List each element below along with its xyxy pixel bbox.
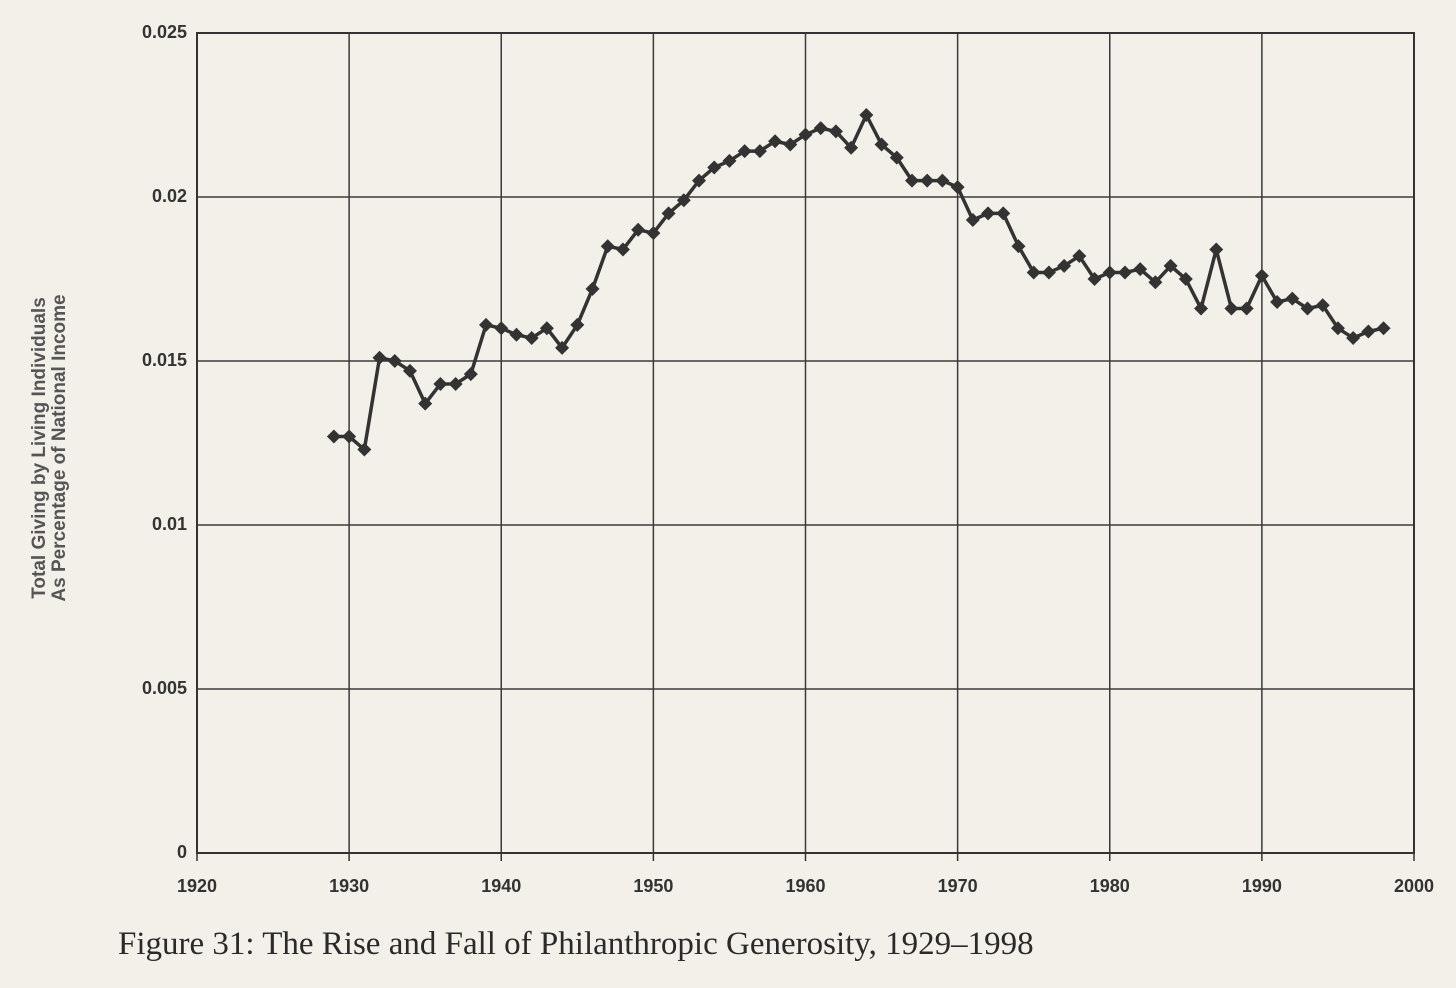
data-marker xyxy=(920,173,935,188)
data-marker xyxy=(737,144,752,159)
data-marker xyxy=(1285,291,1300,306)
data-marker xyxy=(479,317,494,332)
data-marker xyxy=(1102,265,1117,280)
data-marker xyxy=(463,367,478,382)
y-tick-label: 0.02 xyxy=(152,186,187,206)
data-marker xyxy=(1011,239,1026,254)
data-marker xyxy=(692,173,707,188)
data-marker xyxy=(509,327,524,342)
data-marker xyxy=(585,281,600,296)
data-marker xyxy=(859,108,874,122)
data-marker xyxy=(372,350,387,365)
data-marker xyxy=(1178,272,1193,286)
chart-title: Figure 31: The Rise and Fall of Philanth… xyxy=(118,926,1034,962)
data-marker xyxy=(950,180,965,195)
data-marker xyxy=(1376,321,1391,336)
x-tick-label: 1960 xyxy=(785,876,825,896)
plot-frame xyxy=(196,32,1415,854)
data-marker xyxy=(1026,265,1041,280)
data-marker xyxy=(494,321,509,336)
data-marker xyxy=(342,429,357,444)
data-marker xyxy=(1041,265,1056,280)
data-marker xyxy=(1148,275,1163,290)
y-tick-label: 0.015 xyxy=(142,350,187,370)
data-marker xyxy=(874,137,889,152)
y-tick-label: 0.01 xyxy=(152,514,187,534)
data-marker xyxy=(661,206,676,221)
data-marker xyxy=(402,363,417,378)
data-marker xyxy=(844,140,859,155)
data-marker xyxy=(600,239,615,254)
data-marker xyxy=(768,134,783,149)
data-marker xyxy=(904,173,919,188)
x-tick-label: 1920 xyxy=(177,876,217,896)
data-marker xyxy=(433,376,448,391)
data-marker xyxy=(783,137,798,152)
data-marker xyxy=(1346,331,1361,346)
data-marker xyxy=(1330,321,1345,336)
data-marker xyxy=(357,442,372,457)
data-marker xyxy=(813,121,828,136)
data-marker xyxy=(1254,268,1269,283)
data-marker xyxy=(1224,301,1239,316)
data-marker xyxy=(1361,324,1376,339)
data-marker xyxy=(1057,258,1072,273)
y-tick-label: 0.025 xyxy=(142,22,187,42)
data-marker xyxy=(387,354,402,368)
data-marker xyxy=(646,226,661,241)
data-marker xyxy=(1133,262,1148,277)
x-tick-label: 1940 xyxy=(481,876,521,896)
data-marker xyxy=(1072,249,1087,264)
data-marker xyxy=(1270,294,1285,309)
y-label-line: As Percentage of National Income xyxy=(49,294,70,601)
data-marker xyxy=(996,206,1011,221)
data-marker xyxy=(722,153,737,168)
x-tick-label: 1990 xyxy=(1242,876,1282,896)
data-marker xyxy=(615,242,630,257)
y-tick-label: 0 xyxy=(177,842,187,862)
data-marker xyxy=(935,173,950,188)
data-marker xyxy=(981,206,996,221)
data-marker xyxy=(524,331,539,346)
y-tick-label: 0.005 xyxy=(142,678,187,698)
data-marker xyxy=(418,396,433,411)
data-marker xyxy=(1300,301,1315,316)
data-marker xyxy=(828,124,843,139)
data-marker xyxy=(1315,298,1330,313)
y-axis-label: Total Giving by Living Individuals As Pe… xyxy=(29,294,70,601)
x-tick-label: 1980 xyxy=(1090,876,1130,896)
data-marker xyxy=(539,321,554,336)
data-marker xyxy=(1194,301,1209,316)
data-marker xyxy=(1087,272,1102,286)
data-marker xyxy=(326,429,341,444)
x-tick-label: 2000 xyxy=(1394,876,1434,896)
data-marker xyxy=(631,222,646,237)
x-tick-label: 1970 xyxy=(938,876,978,896)
data-marker xyxy=(555,340,570,355)
y-label-line: Total Giving by Living Individuals xyxy=(29,297,50,599)
data-marker xyxy=(752,144,767,159)
data-line xyxy=(333,113,1384,452)
data-marker xyxy=(448,376,463,391)
x-tick-label: 1930 xyxy=(329,876,369,896)
data-marker xyxy=(965,212,980,227)
data-marker xyxy=(676,193,691,208)
data-marker xyxy=(1239,301,1254,316)
data-marker xyxy=(707,160,722,175)
data-marker xyxy=(570,317,585,332)
data-marker xyxy=(798,127,813,142)
data-marker xyxy=(1117,265,1132,280)
x-tick-label: 1950 xyxy=(633,876,673,896)
data-marker xyxy=(1163,258,1178,273)
data-marker xyxy=(889,150,904,165)
data-marker xyxy=(1209,242,1224,257)
